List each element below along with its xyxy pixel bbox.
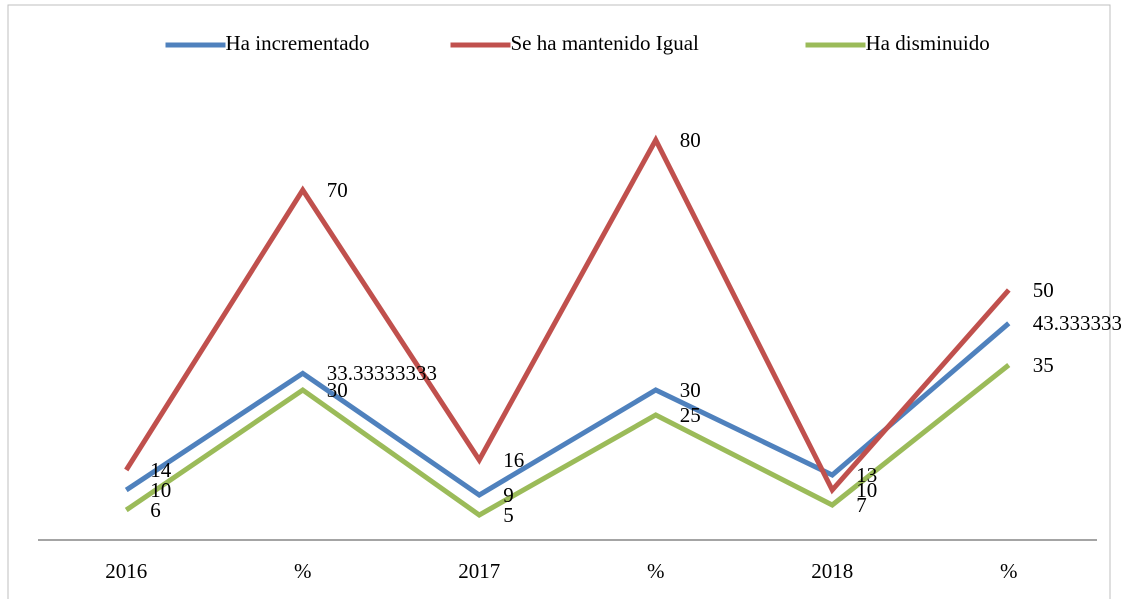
x-tick-label: 2018 [811,559,853,583]
data-label: 10 [856,478,877,502]
series-line [124,363,1011,518]
data-label: 43.33333333 [1033,311,1121,335]
data-label: 13 [856,463,877,487]
legend-label: Ha disminuido [866,31,990,55]
data-label: 30 [327,378,348,402]
data-label: 9 [503,483,514,507]
data-label: 25 [680,403,701,427]
data-label: 10 [150,478,171,502]
x-tick-label: 2017 [458,559,500,583]
data-label: 7 [856,493,867,517]
data-label: 30 [680,378,701,402]
series-line [124,321,1011,498]
x-tick-label: % [294,559,312,583]
series-line [124,134,1011,495]
legend-label: Se ha mantenido Igual [511,31,700,55]
x-tick-label: % [647,559,665,583]
data-label: 80 [680,128,701,152]
data-label: 5 [503,503,514,527]
data-label: 6 [150,498,161,522]
data-label: 50 [1033,278,1054,302]
x-tick-label: 2016 [105,559,147,583]
data-label: 16 [503,448,524,472]
data-label: 35 [1033,353,1054,377]
legend-label: Ha incrementado [226,31,370,55]
data-label: 70 [327,178,348,202]
x-tick-label: % [1000,559,1018,583]
data-label: 33.33333333 [327,361,437,385]
chart-border [7,4,1111,599]
data-label: 14 [150,458,172,482]
